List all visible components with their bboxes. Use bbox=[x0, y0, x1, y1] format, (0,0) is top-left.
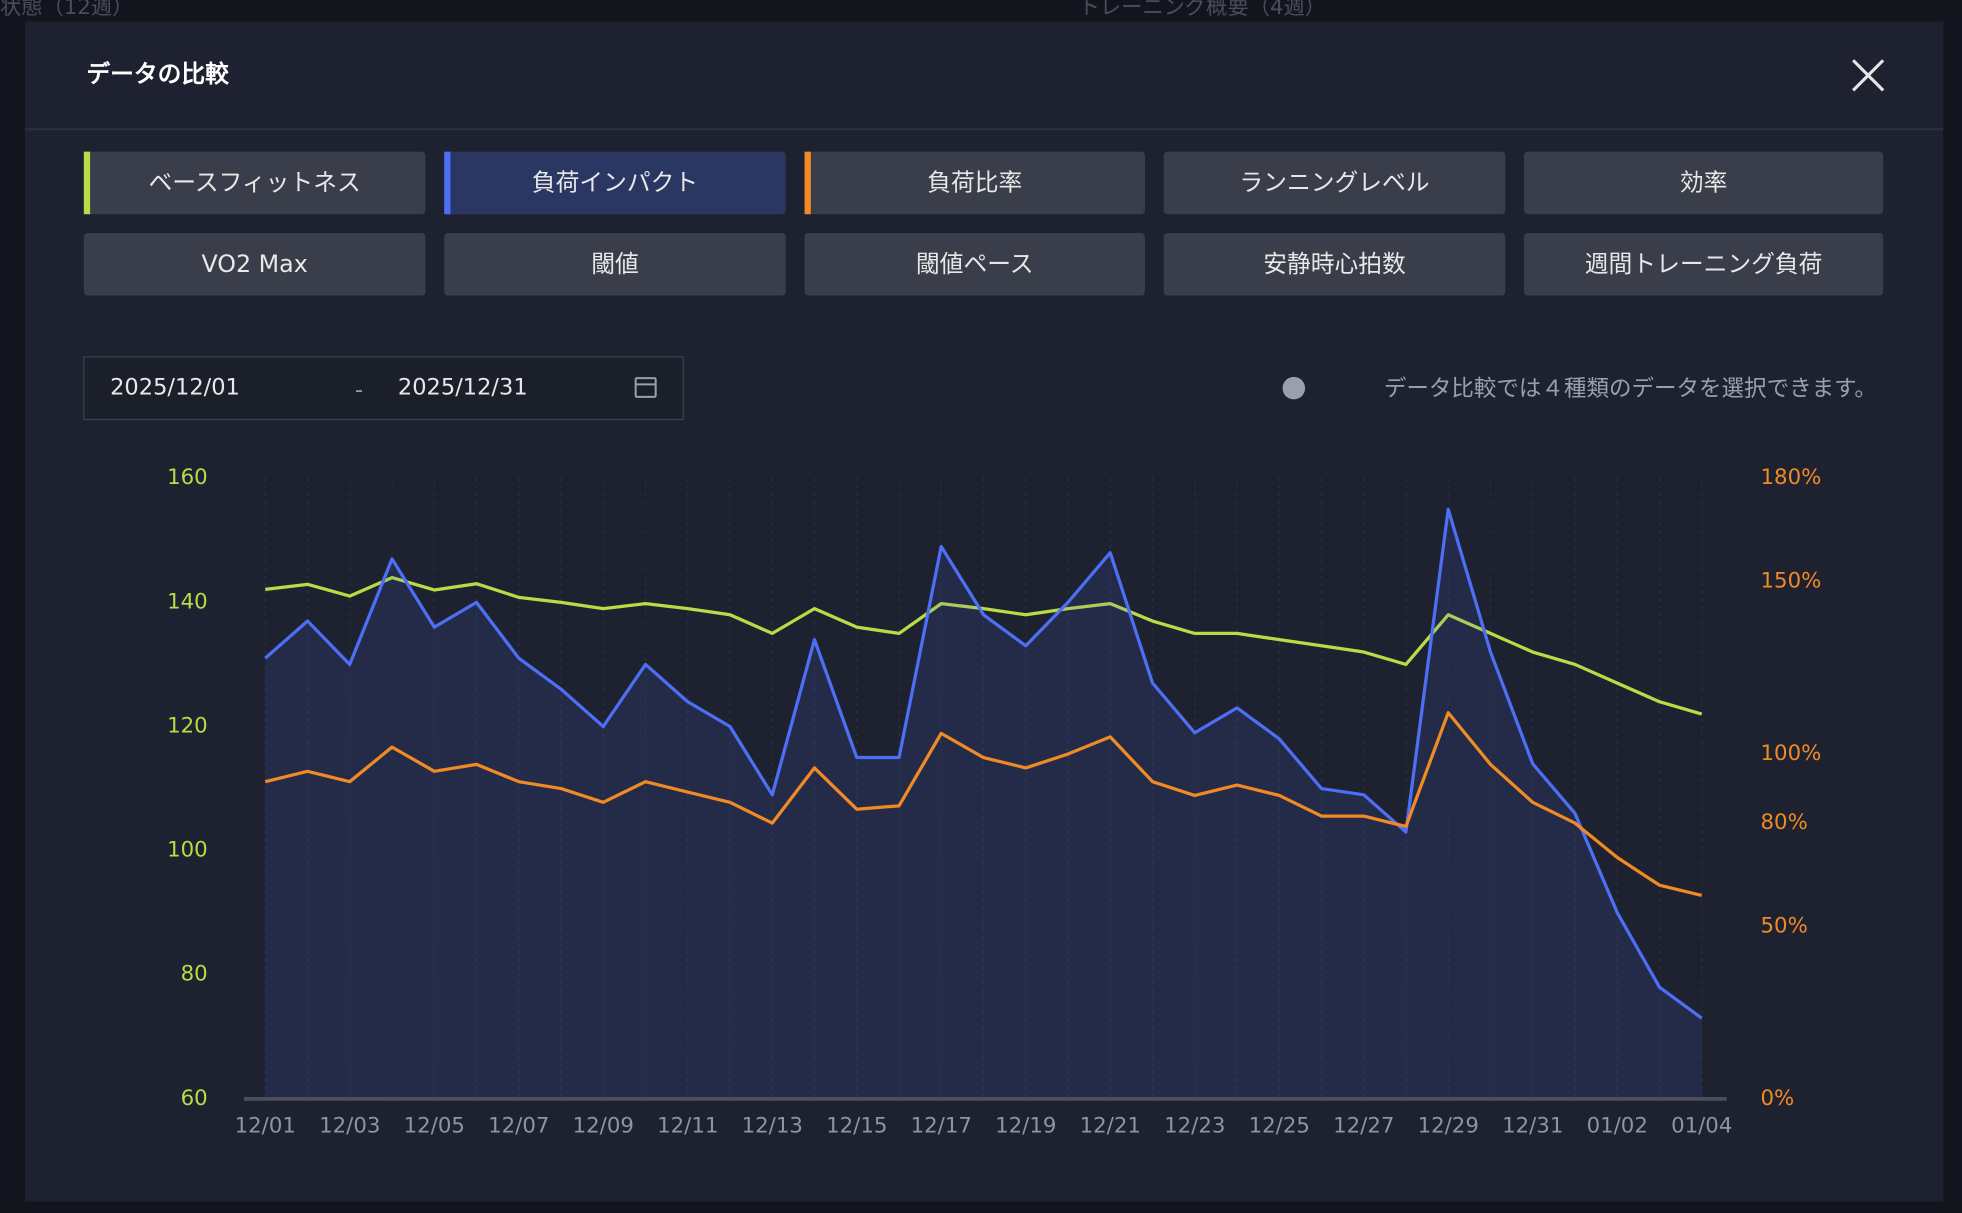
metric-button[interactable]: 負荷比率 bbox=[804, 151, 1145, 215]
button-label: 週間トレーニング負荷 bbox=[1585, 250, 1823, 278]
date-start: 2025/12/01 bbox=[110, 375, 240, 401]
button-indicator bbox=[83, 151, 91, 215]
metric-button[interactable]: VO2 Max bbox=[83, 232, 426, 296]
button-bg bbox=[1524, 151, 1884, 215]
y2-tick-label: 80% bbox=[1761, 810, 1808, 835]
x-tick-label: 12/27 bbox=[1333, 1113, 1394, 1138]
button-label: 負荷比率 bbox=[927, 169, 1022, 197]
x-tick-label: 12/31 bbox=[1502, 1113, 1563, 1138]
button-bg bbox=[444, 151, 786, 215]
button-label: 負荷インパクト bbox=[532, 169, 698, 197]
x-tick-label: 12/11 bbox=[657, 1113, 718, 1138]
button-label: 効率 bbox=[1680, 169, 1728, 197]
x-tick-label: 12/09 bbox=[573, 1113, 634, 1138]
y-tick-label: 160 bbox=[167, 465, 208, 490]
button-bg bbox=[804, 151, 1145, 215]
y-tick-label: 60 bbox=[181, 1086, 208, 1111]
button-bg bbox=[1163, 151, 1506, 215]
button-bg bbox=[83, 232, 426, 296]
y-tick-label: 80 bbox=[181, 962, 208, 987]
button-bg bbox=[83, 151, 426, 215]
x-tick-label: 12/23 bbox=[1164, 1113, 1225, 1138]
metric-button[interactable]: 閾値 bbox=[444, 232, 786, 296]
y2-tick-label: 180% bbox=[1761, 465, 1822, 490]
y-tick-label: 100 bbox=[167, 838, 208, 863]
y2-tick-label: 100% bbox=[1761, 741, 1822, 766]
button-label: ランニングレベル bbox=[1239, 169, 1429, 197]
bg-title: 状態（12週） bbox=[0, 0, 133, 20]
button-label: ベースフィットネス bbox=[149, 169, 361, 197]
date-end: 2025/12/31 bbox=[398, 375, 528, 401]
series-line bbox=[264, 507, 1703, 1020]
metric-button[interactable]: 効率 bbox=[1524, 151, 1884, 215]
x-tick-label: 12/07 bbox=[488, 1113, 549, 1138]
x-tick-label: 12/17 bbox=[911, 1113, 972, 1138]
metric-buttons: ベースフィットネス 負荷インパクト 負荷比率 ランニングレベル 効率 VO2 Max 閾値 閾… bbox=[83, 151, 1884, 296]
metric-button[interactable]: ランニングレベル bbox=[1163, 151, 1506, 215]
chart: 60 80 100 120 140 160 0% 50% 80% 100% 150% 180% 12/0… bbox=[167, 465, 1821, 1138]
area bbox=[265, 509, 1702, 1099]
button-label: 安静時心拍数 bbox=[1263, 250, 1406, 278]
info-text: データ比較では４種類のデータを選択できます。 bbox=[1384, 376, 1877, 402]
metric-button[interactable]: 閾値ペース bbox=[804, 232, 1145, 296]
info-icon bbox=[1282, 376, 1306, 400]
dialog-title: データの比較 bbox=[86, 60, 229, 88]
button-bg bbox=[1524, 232, 1884, 296]
button-indicator bbox=[444, 151, 451, 215]
close-button[interactable] bbox=[1852, 59, 1885, 92]
bg-title: トレーニング概要（4週） bbox=[1079, 0, 1326, 20]
x-tick-label: 12/13 bbox=[742, 1113, 803, 1138]
series-line bbox=[265, 575, 1703, 716]
calendar-icon bbox=[634, 377, 657, 398]
button-label: 閾値 bbox=[591, 250, 639, 278]
x-tick-label: 12/01 bbox=[235, 1113, 296, 1138]
x-tick-label: 12/25 bbox=[1249, 1113, 1310, 1138]
metric-button[interactable]: 安静時心拍数 bbox=[1163, 232, 1506, 296]
button-indicator bbox=[804, 151, 811, 215]
x-tick-label: 12/15 bbox=[826, 1113, 887, 1138]
button-label: VO2 Max bbox=[201, 250, 307, 278]
button-bg bbox=[804, 232, 1145, 296]
button-label: 閾値ペース bbox=[916, 250, 1034, 278]
button-bg bbox=[444, 232, 786, 296]
button-bg bbox=[1163, 232, 1506, 296]
x-tick-label: 01/02 bbox=[1587, 1113, 1648, 1138]
y-tick-label: 140 bbox=[167, 589, 208, 614]
metric-button[interactable]: 週間トレーニング負荷 bbox=[1524, 232, 1884, 296]
y2-tick-label: 0% bbox=[1761, 1086, 1795, 1111]
metric-button[interactable]: ベースフィットネス bbox=[83, 151, 426, 215]
metric-button[interactable]: 負荷インパクト bbox=[444, 151, 786, 215]
y2-tick-label: 50% bbox=[1761, 913, 1808, 938]
x-tick-label: 12/19 bbox=[995, 1113, 1056, 1138]
y2-tick-label: 150% bbox=[1761, 569, 1822, 594]
date-separator: - bbox=[355, 377, 363, 403]
x-tick-label: 01/04 bbox=[1671, 1113, 1732, 1138]
x-tick-label: 12/05 bbox=[404, 1113, 465, 1138]
series-line bbox=[264, 711, 1703, 898]
x-tick-label: 12/03 bbox=[319, 1113, 380, 1138]
x-tick-label: 12/29 bbox=[1418, 1113, 1479, 1138]
date-range[interactable] bbox=[83, 356, 684, 421]
y-tick-label: 120 bbox=[167, 713, 208, 738]
x-tick-label: 12/21 bbox=[1080, 1113, 1141, 1138]
